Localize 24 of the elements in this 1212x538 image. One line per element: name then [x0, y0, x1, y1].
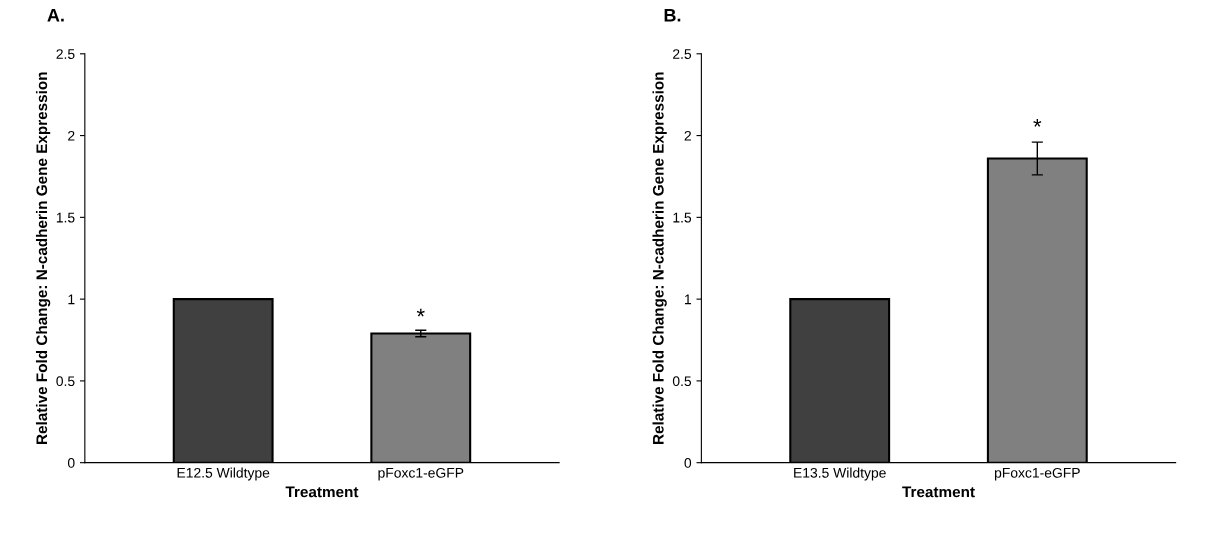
y-tick-label: 2.5	[56, 49, 75, 59]
y-tick-label: 2.5	[673, 49, 692, 59]
x-axis-title: Treatment	[902, 486, 975, 498]
y-tick-label: 0.5	[672, 376, 692, 387]
y-tick-label: 1.5	[56, 212, 75, 223]
y-tick-label: 1	[684, 294, 691, 305]
y-tick-label: 0	[684, 458, 692, 468]
text: B.	[664, 9, 681, 22]
y-tick-label: 0	[67, 458, 75, 468]
x-tick-label: pFoxc1-eGFP	[994, 467, 1080, 481]
y-axis-title: Relative Fold Change: N-cadherin Gene Expression	[652, 72, 667, 444]
y-tick-label: 2	[68, 130, 75, 141]
y-axis-title: Relative Fold Change: N-cadherin Gene Expression	[35, 72, 51, 444]
y-tick-label: 1.5	[673, 212, 692, 223]
y-tick-label: 2	[684, 130, 691, 141]
annotation: *	[1033, 118, 1042, 127]
y-tick-label: 0.5	[56, 376, 75, 387]
y-tick-label: 1	[68, 294, 75, 305]
annotation: *	[416, 308, 425, 317]
text: A.	[47, 9, 64, 22]
x-tick-label: E12.5 Wildtype	[177, 467, 270, 481]
x-tick-label: E13.5 Wildtype	[794, 467, 886, 481]
x-tick-label: pFoxc1-eGFP	[378, 467, 464, 481]
x-axis-title: Treatment	[285, 486, 359, 498]
